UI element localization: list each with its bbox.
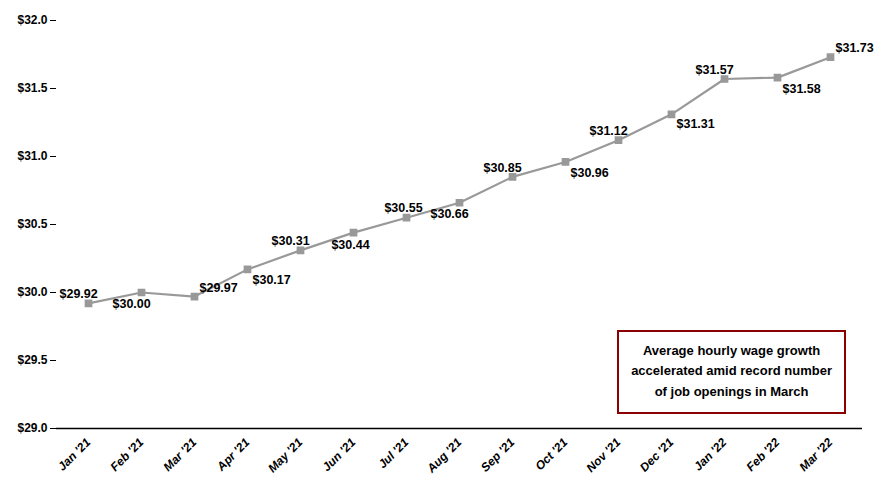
svg-text:$29.5: $29.5: [17, 353, 47, 367]
svg-text:$31.73: $31.73: [836, 41, 874, 55]
html-text:Average hourly wage growth acc: Average hourly wage growth accelerated a…: [631, 342, 832, 400]
svg-text:$30.55: $30.55: [384, 201, 422, 215]
svg-text:$30.0: $30.0: [17, 285, 47, 299]
svg-text:Feb '21: Feb '21: [108, 435, 147, 474]
svg-text:Feb '22: Feb '22: [744, 435, 783, 474]
svg-text:May '21: May '21: [265, 435, 305, 475]
svg-text:Oct '21: Oct '21: [532, 435, 570, 473]
svg-text:$30.17: $30.17: [253, 273, 291, 287]
svg-text:$32.0: $32.0: [17, 13, 47, 27]
svg-text:Jul '21: Jul '21: [375, 435, 411, 471]
svg-text:Aug '21: Aug '21: [423, 435, 464, 476]
svg-text:Dec '21: Dec '21: [637, 435, 677, 475]
svg-text:$29.0: $29.0: [17, 421, 47, 435]
svg-text:$30.66: $30.66: [431, 207, 469, 221]
svg-text:Jun '21: Jun '21: [320, 435, 359, 474]
svg-text:$31.31: $31.31: [677, 117, 715, 131]
svg-text:$30.85: $30.85: [484, 161, 522, 175]
svg-text:Apr '21: Apr '21: [213, 435, 252, 474]
svg-text:$30.31: $30.31: [272, 234, 310, 248]
svg-text:$29.92: $29.92: [60, 287, 98, 301]
svg-text:$31.0: $31.0: [17, 149, 47, 163]
svg-text:Mar '21: Mar '21: [161, 435, 200, 474]
svg-text:Jan '22: Jan '22: [691, 435, 730, 474]
svg-text:$29.97: $29.97: [200, 281, 238, 295]
svg-text:Mar '22: Mar '22: [797, 435, 836, 474]
svg-text:$30.96: $30.96: [571, 166, 609, 180]
svg-text:Jan '21: Jan '21: [55, 435, 94, 474]
svg-text:$30.00: $30.00: [113, 297, 151, 311]
svg-text:$31.57: $31.57: [696, 63, 734, 77]
svg-text:$30.5: $30.5: [17, 217, 47, 231]
svg-text:$30.44: $30.44: [331, 238, 369, 252]
svg-text:$31.12: $31.12: [590, 124, 628, 138]
svg-text:$31.58: $31.58: [783, 82, 821, 96]
svg-text:Nov '21: Nov '21: [584, 435, 624, 475]
svg-text:Sep '21: Sep '21: [478, 435, 518, 475]
svg-text:$31.5: $31.5: [17, 81, 47, 95]
